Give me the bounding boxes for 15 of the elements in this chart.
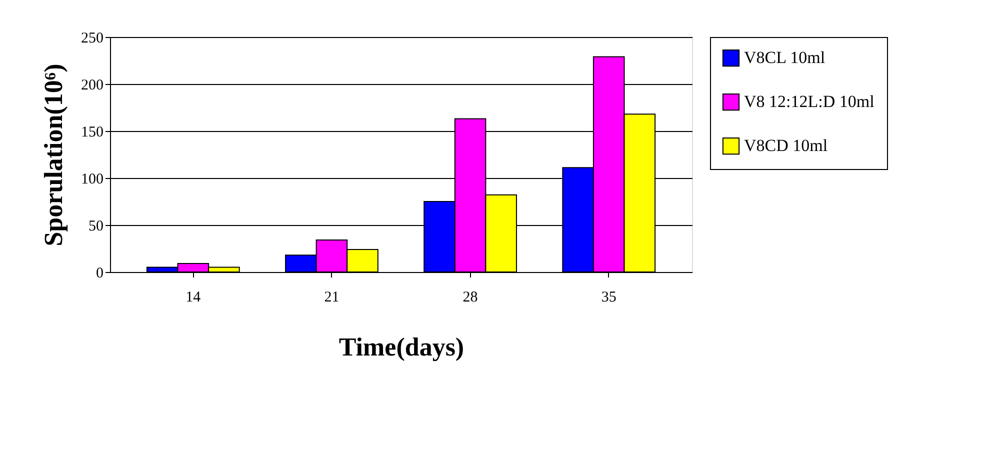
- y-tick-label: 250: [81, 30, 104, 46]
- x-tick-label: 28: [462, 290, 478, 306]
- y-tick-label: 0: [96, 266, 104, 282]
- x-axis-title: Time(days): [338, 332, 464, 362]
- legend-label: V8CL 10ml: [744, 48, 826, 67]
- y-tick-label: 150: [81, 124, 104, 140]
- x-tick-label: 14: [186, 290, 202, 306]
- y-tick-label: 200: [81, 78, 104, 94]
- x-tick-label: 21: [324, 290, 340, 306]
- legend-label: V8CD 10ml: [744, 136, 828, 155]
- y-tick-label: 50: [88, 218, 104, 234]
- x-tick-label: 35: [601, 290, 616, 306]
- y-tick-label: 100: [81, 172, 104, 188]
- y-axis-title: Sporulation(10⁶): [39, 64, 68, 246]
- legend-label: V8 12:12L:D 10ml: [744, 92, 875, 111]
